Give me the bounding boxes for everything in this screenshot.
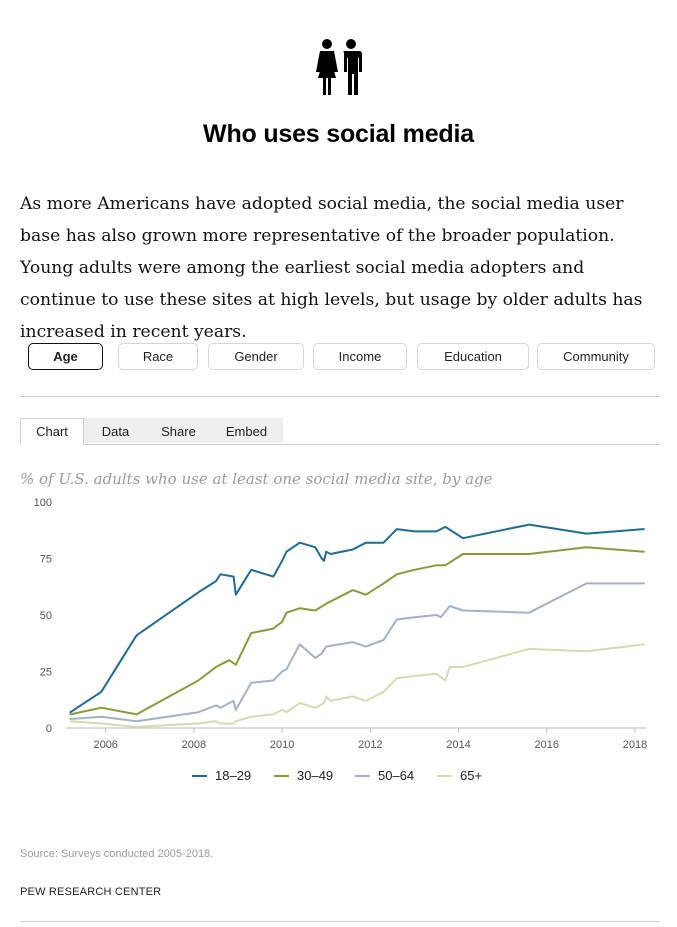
filter-race-button[interactable]: Race bbox=[118, 343, 198, 370]
legend-label: 18–29 bbox=[215, 768, 252, 783]
y-tick-label: 100 bbox=[34, 497, 52, 509]
legend-item-65plus: 65+ bbox=[437, 766, 482, 786]
x-tick-label: 2018 bbox=[623, 739, 647, 751]
tab-chart[interactable]: Chart bbox=[20, 418, 84, 445]
x-tick-label: 2014 bbox=[446, 739, 470, 751]
x-tick-label: 2010 bbox=[270, 739, 294, 751]
divider bbox=[20, 921, 660, 922]
intro-paragraph: As more Americans have adopted social me… bbox=[20, 194, 643, 342]
chart-legend: 18–29 30–49 50–64 65+ bbox=[0, 766, 677, 786]
filter-gender-button[interactable]: Gender bbox=[208, 343, 304, 370]
man-woman-icon bbox=[316, 39, 362, 95]
divider bbox=[20, 396, 660, 397]
legend-swatch bbox=[192, 774, 207, 777]
legend-swatch bbox=[274, 774, 289, 777]
filter-age-button[interactable]: Age bbox=[28, 343, 103, 370]
legend-label: 65+ bbox=[460, 768, 483, 783]
series-line-3 bbox=[69, 582, 645, 723]
tab-data[interactable]: Data bbox=[84, 418, 147, 443]
chart-title: % of U.S. adults who use at least one so… bbox=[20, 470, 493, 488]
filter-income-button[interactable]: Income bbox=[313, 343, 407, 370]
tab-embed[interactable]: Embed bbox=[210, 418, 283, 443]
x-tick-label: 2016 bbox=[535, 739, 559, 751]
line-chart: 0 25 50 75 100 2006 2008 2010 2012 2014 2016 2018 bbox=[34, 497, 648, 751]
legend-item-30-49: 30–49 bbox=[274, 766, 333, 786]
x-tick-label: 2006 bbox=[93, 739, 117, 751]
y-tick-label: 25 bbox=[40, 667, 52, 679]
chart-tabs: Chart Data Share Embed bbox=[20, 418, 660, 445]
legend-label: 30–49 bbox=[297, 768, 334, 783]
source-note: Source: Surveys conducted 2005-2018. bbox=[20, 848, 214, 860]
organization-credit: PEW RESEARCH CENTER bbox=[20, 886, 162, 898]
legend-label: 50–64 bbox=[378, 768, 415, 783]
y-tick-label: 0 bbox=[46, 723, 52, 735]
page-title: Who uses social media bbox=[203, 120, 474, 148]
x-tick-label: 2008 bbox=[182, 739, 206, 751]
y-tick-label: 50 bbox=[40, 610, 52, 622]
legend-item-50-64: 50–64 bbox=[355, 766, 414, 786]
y-tick-label: 75 bbox=[40, 554, 52, 566]
series-line-2 bbox=[69, 546, 645, 716]
legend-swatch bbox=[437, 774, 452, 777]
series-line-4 bbox=[69, 643, 645, 728]
filter-community-button[interactable]: Community bbox=[537, 343, 655, 370]
filter-education-button[interactable]: Education bbox=[417, 343, 529, 370]
legend-item-18-29: 18–29 bbox=[192, 766, 251, 786]
legend-swatch bbox=[355, 774, 370, 777]
series-line-1 bbox=[69, 523, 645, 714]
tab-share[interactable]: Share bbox=[147, 418, 210, 443]
x-tick-label: 2012 bbox=[358, 739, 382, 751]
